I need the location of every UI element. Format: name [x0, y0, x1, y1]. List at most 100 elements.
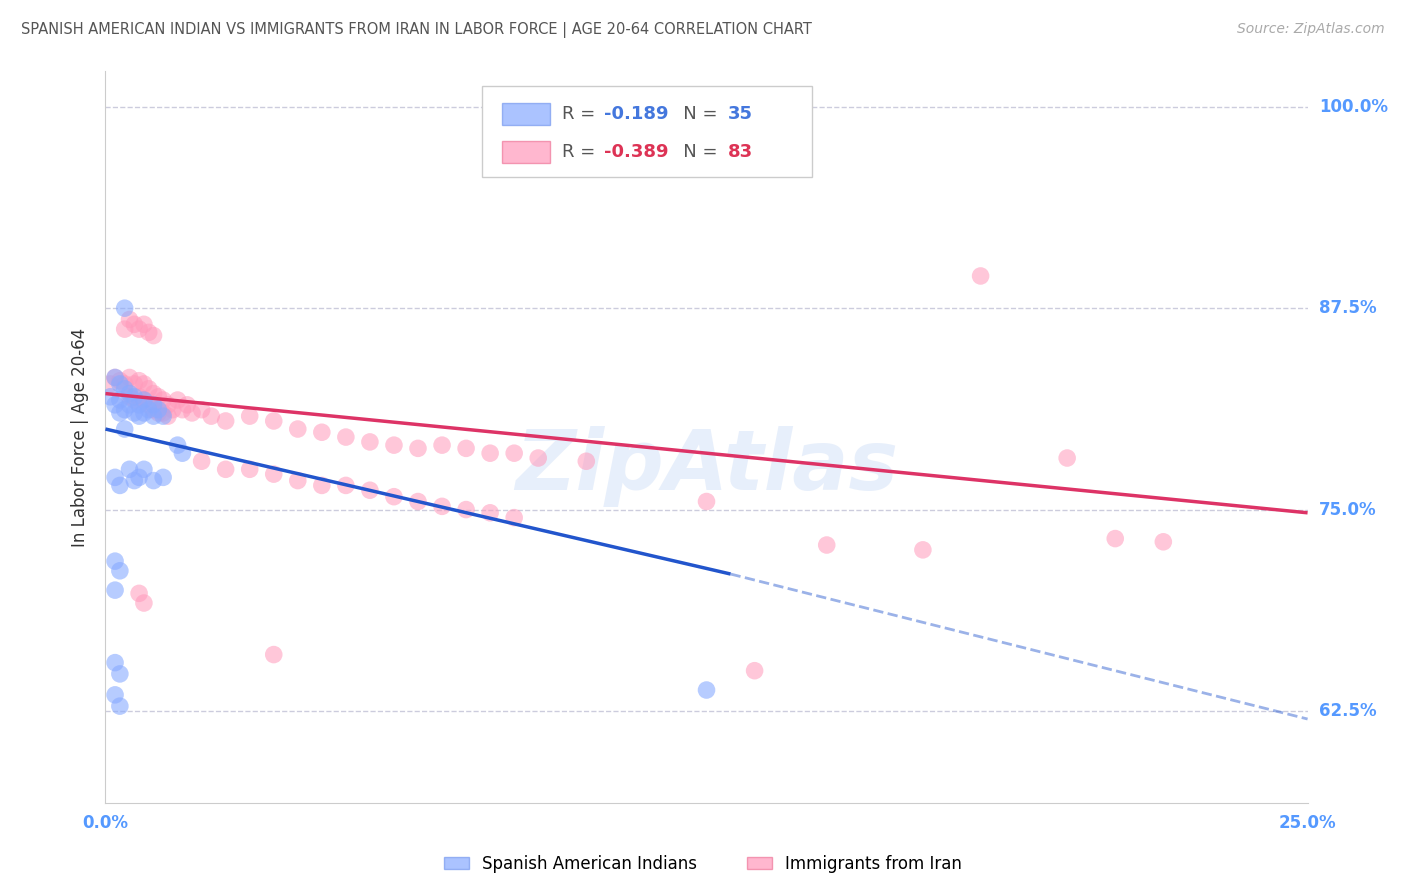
- Point: [430, 438, 453, 452]
- FancyBboxPatch shape: [482, 86, 813, 178]
- Point: [124, 376, 146, 391]
- Point: [132, 376, 155, 391]
- Point: [148, 406, 170, 420]
- Point: [132, 392, 155, 407]
- Point: [454, 502, 477, 516]
- Point: [132, 406, 155, 420]
- Point: [108, 374, 131, 388]
- Point: [263, 467, 285, 482]
- Point: [108, 376, 131, 391]
- Point: [744, 664, 766, 678]
- Point: [263, 648, 285, 662]
- Point: [575, 454, 598, 468]
- Point: [118, 398, 141, 412]
- Point: [114, 376, 136, 391]
- Point: [156, 409, 179, 424]
- Point: [118, 390, 141, 404]
- Point: [108, 406, 131, 420]
- Point: [138, 402, 160, 417]
- Point: [406, 494, 429, 508]
- Point: [911, 542, 934, 557]
- Point: [142, 474, 165, 488]
- Point: [114, 322, 136, 336]
- Point: [172, 446, 194, 460]
- Text: R =: R =: [562, 143, 602, 161]
- Point: [181, 406, 204, 420]
- Point: [124, 406, 146, 420]
- Point: [104, 656, 127, 670]
- Point: [239, 409, 262, 424]
- Point: [104, 470, 127, 484]
- Point: [142, 409, 165, 424]
- Point: [311, 478, 333, 492]
- Point: [138, 382, 160, 396]
- Point: [527, 450, 550, 465]
- Point: [98, 376, 121, 391]
- Text: SPANISH AMERICAN INDIAN VS IMMIGRANTS FROM IRAN IN LABOR FORCE | AGE 20-64 CORRE: SPANISH AMERICAN INDIAN VS IMMIGRANTS FR…: [21, 22, 813, 38]
- Point: [118, 462, 141, 476]
- Point: [503, 510, 526, 524]
- Point: [114, 402, 136, 417]
- Point: [124, 318, 146, 332]
- Text: R =: R =: [562, 104, 602, 123]
- Point: [124, 390, 146, 404]
- Point: [152, 392, 174, 407]
- Point: [172, 402, 194, 417]
- Point: [114, 422, 136, 436]
- Text: ZipAtlas: ZipAtlas: [515, 425, 898, 507]
- Point: [152, 406, 174, 420]
- Text: 83: 83: [728, 143, 754, 161]
- Point: [108, 667, 131, 681]
- Point: [156, 398, 179, 412]
- Point: [200, 409, 222, 424]
- Point: [104, 370, 127, 384]
- Point: [128, 409, 150, 424]
- Point: [108, 478, 131, 492]
- Point: [132, 462, 155, 476]
- Point: [239, 462, 262, 476]
- Point: [696, 494, 718, 508]
- Point: [142, 402, 165, 417]
- Point: [128, 322, 150, 336]
- Point: [104, 370, 127, 384]
- Point: [311, 425, 333, 440]
- Text: 100.0%: 100.0%: [1319, 98, 1388, 116]
- Point: [454, 442, 477, 456]
- Point: [128, 390, 150, 404]
- Point: [114, 382, 136, 396]
- FancyBboxPatch shape: [502, 103, 550, 125]
- Text: 87.5%: 87.5%: [1319, 299, 1376, 318]
- Point: [1104, 532, 1126, 546]
- Point: [190, 402, 212, 417]
- Point: [118, 370, 141, 384]
- Point: [969, 268, 991, 283]
- Text: -0.189: -0.189: [605, 104, 669, 123]
- Text: -0.389: -0.389: [605, 143, 669, 161]
- Point: [287, 422, 309, 436]
- Point: [335, 478, 357, 492]
- Point: [104, 688, 127, 702]
- Point: [1056, 450, 1078, 465]
- Point: [104, 583, 127, 598]
- Point: [152, 409, 174, 424]
- Text: 75.0%: 75.0%: [1319, 500, 1376, 518]
- Point: [335, 430, 357, 444]
- Point: [190, 454, 212, 468]
- Point: [382, 438, 405, 452]
- Point: [287, 474, 309, 488]
- Text: N =: N =: [665, 104, 723, 123]
- Point: [176, 398, 198, 412]
- Text: 25.0%: 25.0%: [1279, 814, 1336, 831]
- Point: [132, 392, 155, 407]
- Point: [142, 328, 165, 343]
- Point: [359, 483, 381, 498]
- Point: [108, 699, 131, 714]
- Point: [132, 318, 155, 332]
- Point: [98, 390, 121, 404]
- Point: [128, 470, 150, 484]
- Point: [479, 506, 502, 520]
- Point: [124, 392, 146, 407]
- Point: [114, 301, 136, 316]
- Point: [1152, 534, 1174, 549]
- Point: [406, 442, 429, 456]
